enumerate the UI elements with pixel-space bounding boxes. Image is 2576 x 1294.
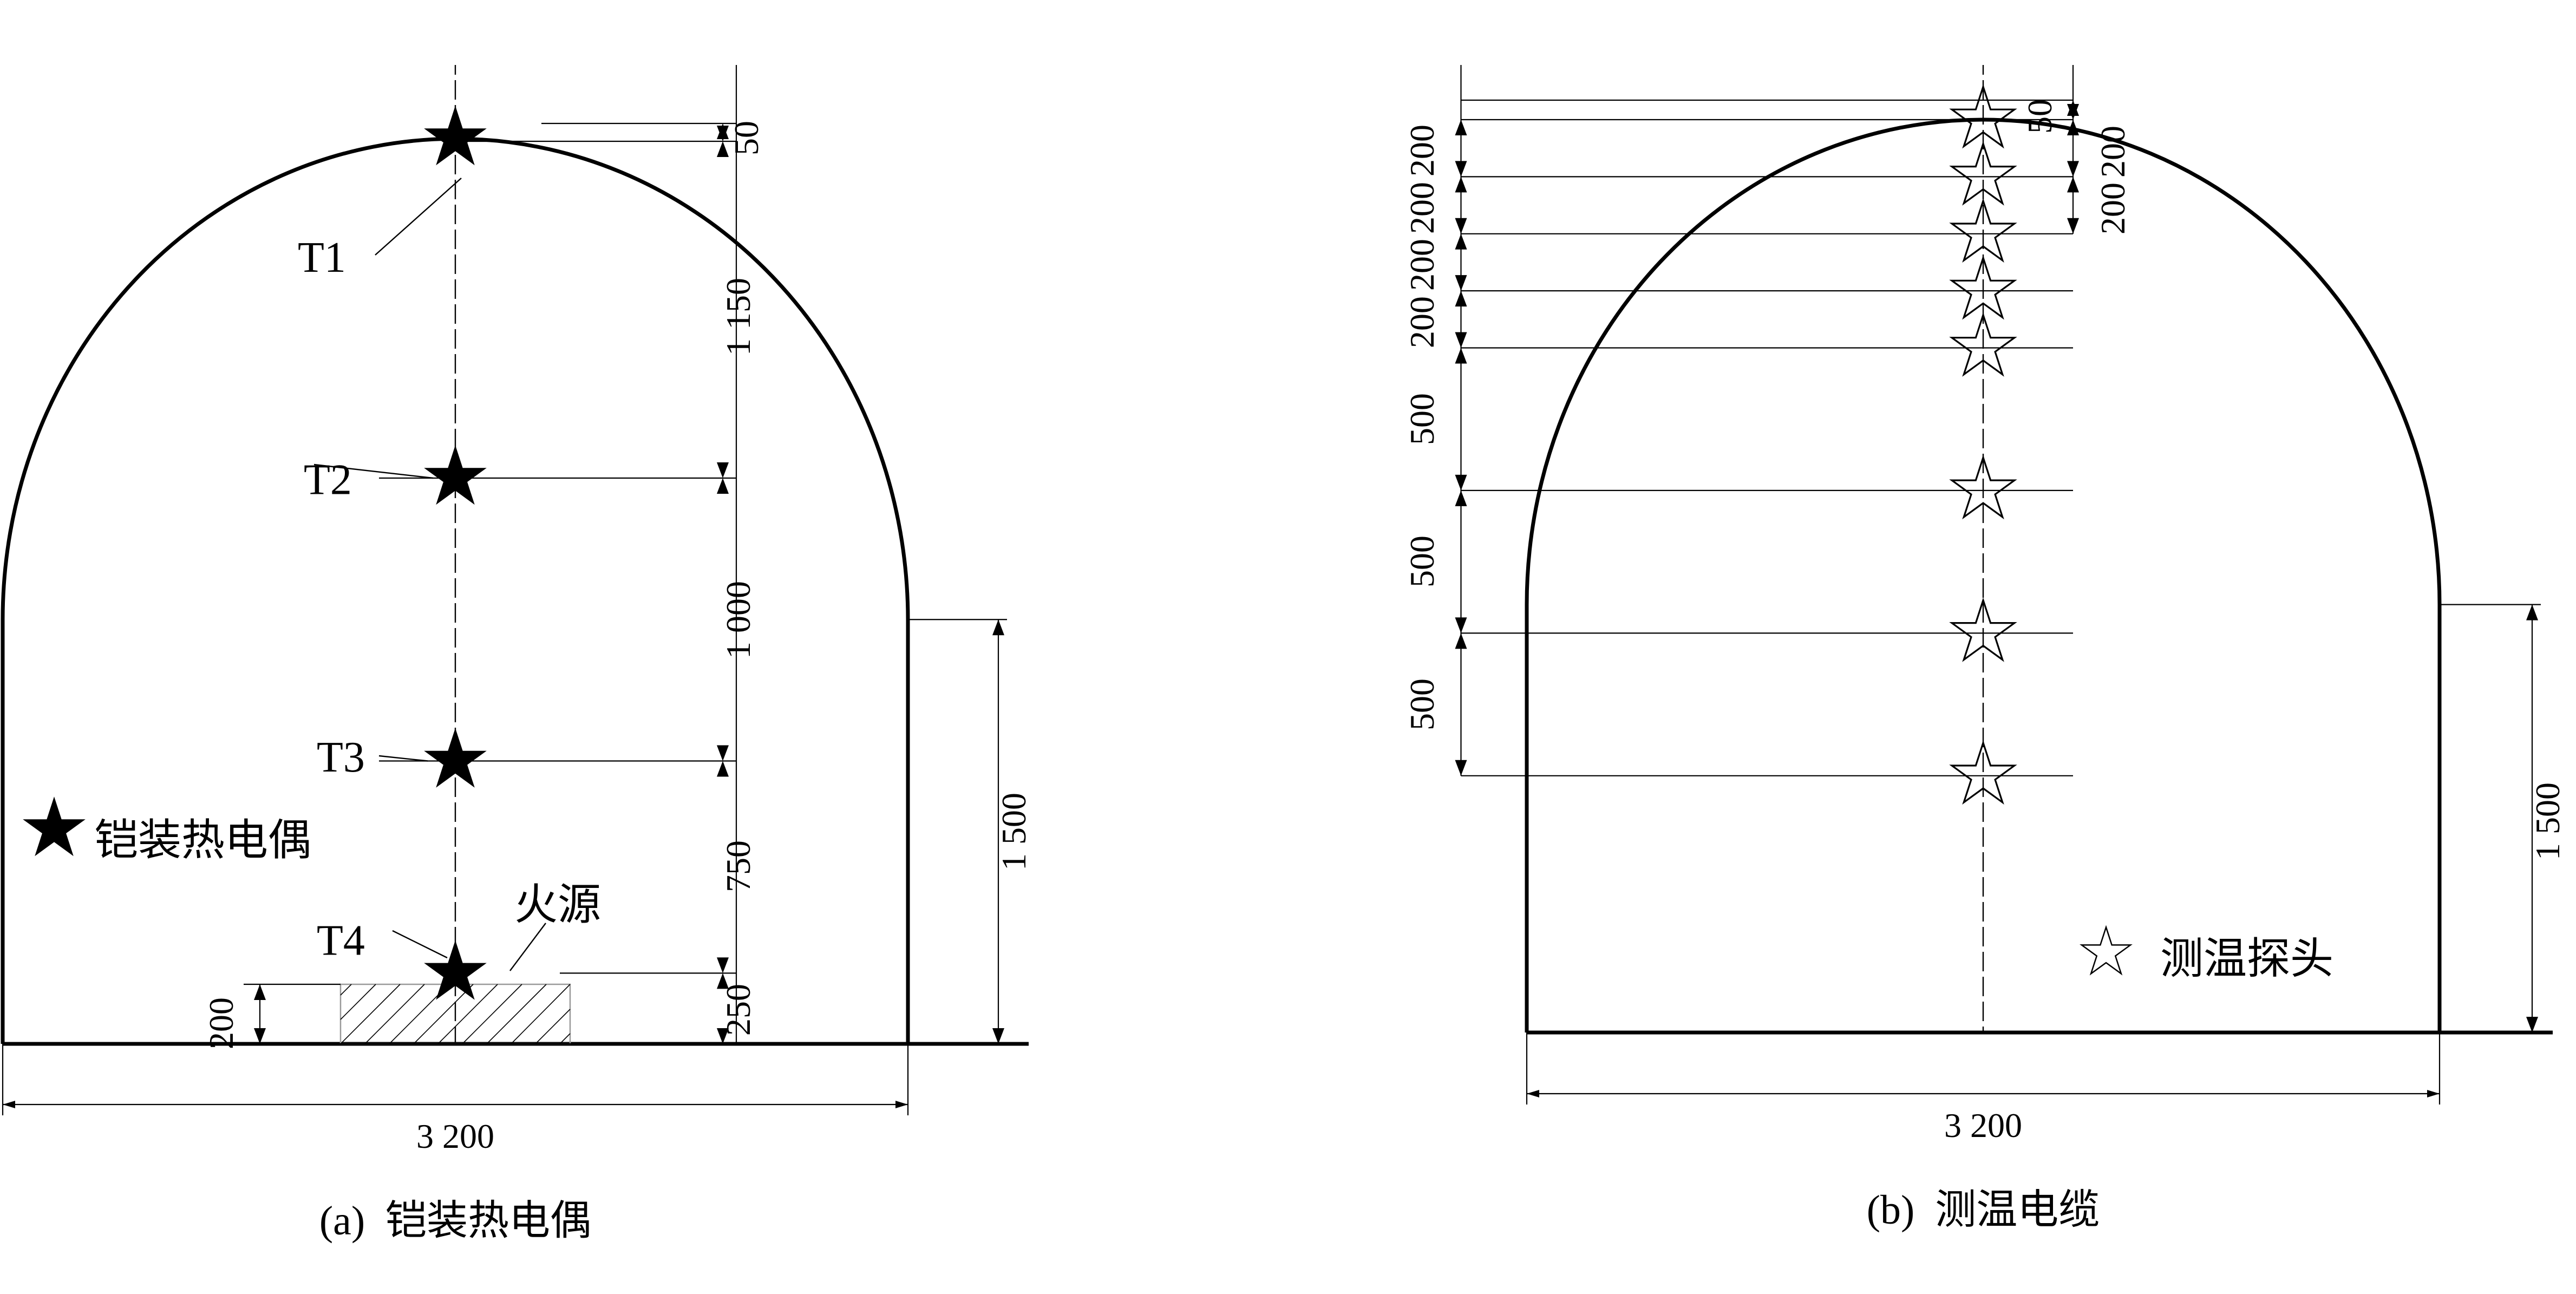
svg-text:3 200: 3 200 [416,1117,494,1155]
svg-text:200: 200 [202,997,240,1049]
svg-text:200: 200 [1403,296,1441,348]
svg-text:1 150: 1 150 [719,278,757,356]
svg-text:50: 50 [727,121,766,155]
svg-text:200: 200 [1403,239,1441,291]
svg-text:500: 500 [1403,535,1441,587]
svg-text:500: 500 [1403,393,1441,445]
svg-text:T2: T2 [304,456,352,504]
svg-text:T3: T3 [317,734,365,781]
svg-text:50: 50 [2021,99,2059,134]
svg-text:测温探头: 测温探头 [2160,936,2333,983]
svg-text:铠装热电偶: 铠装热电偶 [95,817,311,865]
svg-text:200: 200 [1403,182,1441,234]
svg-text:(b) 测温电缆: (b) 测温电缆 [1867,1187,2100,1233]
svg-text:750: 750 [719,840,757,892]
svg-text:3 200: 3 200 [1944,1106,2022,1145]
svg-text:1 500: 1 500 [2528,782,2567,860]
svg-text:200: 200 [2094,126,2132,178]
svg-text:250: 250 [719,984,757,1036]
svg-text:火源: 火源 [514,881,601,929]
svg-text:T4: T4 [317,917,365,965]
svg-text:200: 200 [2094,182,2132,234]
svg-text:500: 500 [1403,678,1441,730]
svg-text:(a) 铠装热电偶: (a) 铠装热电偶 [319,1198,591,1244]
svg-text:T1: T1 [298,234,346,282]
svg-text:200: 200 [1403,125,1441,177]
svg-text:1 500: 1 500 [995,793,1033,871]
svg-text:1 000: 1 000 [719,581,757,659]
